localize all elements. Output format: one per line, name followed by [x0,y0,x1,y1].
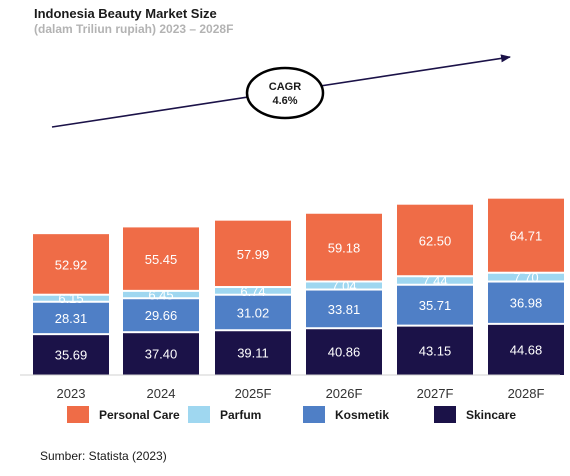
bar-segment-parfum [397,276,473,285]
segment-separator [397,275,473,278]
legend-swatch-personal-care [67,406,89,423]
data-label-parfum: 7.70 [513,270,538,285]
bar-segment-kosmetik [306,289,382,329]
cagr-value: 4.6% [272,95,297,107]
bar-segment-parfum [488,272,564,282]
bar-segment-skincare [123,332,199,375]
bar-segment-personal-care [215,220,291,288]
bar-segment-skincare [397,325,473,375]
segment-separator [215,286,291,289]
bar-segment-skincare [488,323,564,375]
bar-segment-skincare [306,328,382,375]
data-label-personal-care: 64.71 [510,229,543,244]
segment-separator [33,333,109,336]
data-label-kosmetik: 35.71 [419,298,452,313]
legend-swatch-parfum [188,406,210,423]
bar-segment-parfum [215,287,291,295]
bar-segment-kosmetik [215,294,291,331]
data-label-personal-care: 59.18 [328,241,361,256]
legend-label-kosmetik: Kosmetik [335,408,389,422]
segment-separator [123,297,199,300]
x-tick-label: 2026F [326,386,363,401]
chart-subtitle: (dalam Triliun rupiah) 2023 – 2028F [34,22,234,36]
bar-segment-personal-care [397,204,473,277]
data-label-skincare: 43.15 [419,343,452,358]
legend-swatch-skincare [434,406,456,423]
legend-label-skincare: Skincare [466,408,516,422]
data-label-personal-care: 62.50 [419,233,452,248]
data-label-skincare: 37.40 [145,347,178,362]
data-label-skincare: 35.69 [55,348,88,363]
bar-segment-personal-care [306,213,382,282]
data-label-kosmetik: 31.02 [237,305,270,320]
segment-separator [488,322,564,325]
segment-separator [306,280,382,283]
segment-separator [306,288,382,291]
data-label-kosmetik: 28.31 [55,311,88,326]
bar-segment-parfum [33,294,109,302]
data-label-parfum: 7.44 [422,273,447,288]
data-label-skincare: 39.11 [237,346,269,361]
x-axis-ticks: 2023 2024 2025F 2026F 2027F 2028F [57,386,545,401]
segment-separator [215,329,291,332]
segment-separator [397,283,473,286]
bar-segment-personal-care [33,234,109,295]
bar-segment-kosmetik [397,284,473,326]
bar-segment-skincare [215,330,291,375]
data-label-kosmetik: 29.66 [145,308,178,323]
x-tick-label: 2024 [147,386,176,401]
data-label-skincare: 44.68 [510,342,543,357]
data-label-personal-care: 55.45 [145,252,178,267]
data-label-personal-care: 57.99 [237,247,270,262]
segment-separator [215,293,291,296]
legend-label-personal-care: Personal Care [99,408,180,422]
segment-separator [306,327,382,330]
segment-separator [123,331,199,334]
bar-segment-kosmetik [33,301,109,335]
segment-separator [488,271,564,274]
bar-segment-skincare [33,334,109,375]
bars-group: 35.6928.316.1552.9237.4029.666.4555.4539… [33,198,564,375]
bar-segment-personal-care [488,198,564,273]
x-tick-label: 2023 [57,386,86,401]
data-label-personal-care: 52.92 [55,257,88,272]
data-label-skincare: 40.86 [328,345,361,360]
data-label-kosmetik: 36.98 [510,296,543,311]
source-note: Sumber: Statista (2023) [40,449,167,463]
segment-separator [33,300,109,303]
legend-swatch-kosmetik [303,406,325,423]
bar-segment-personal-care [123,227,199,291]
legend: Personal Care Parfum Kosmetik Skincare [67,406,516,423]
segment-separator [123,289,199,292]
segment-separator [33,293,109,296]
cagr-label: CAGR [269,81,301,93]
x-tick-label: 2028F [508,386,545,401]
x-tick-label: 2027F [417,386,454,401]
segment-separator [488,280,564,283]
legend-label-parfum: Parfum [220,408,261,422]
bar-segment-parfum [306,281,382,290]
bar-segment-kosmetik [488,281,564,324]
segment-separator [397,324,473,327]
bar-segment-kosmetik [123,298,199,333]
chart-title: Indonesia Beauty Market Size [34,6,217,21]
data-label-kosmetik: 33.81 [328,302,361,317]
bar-segment-parfum [123,290,199,299]
x-tick-label: 2025F [235,386,272,401]
cagr-badge: CAGR 4.6% [245,66,325,120]
